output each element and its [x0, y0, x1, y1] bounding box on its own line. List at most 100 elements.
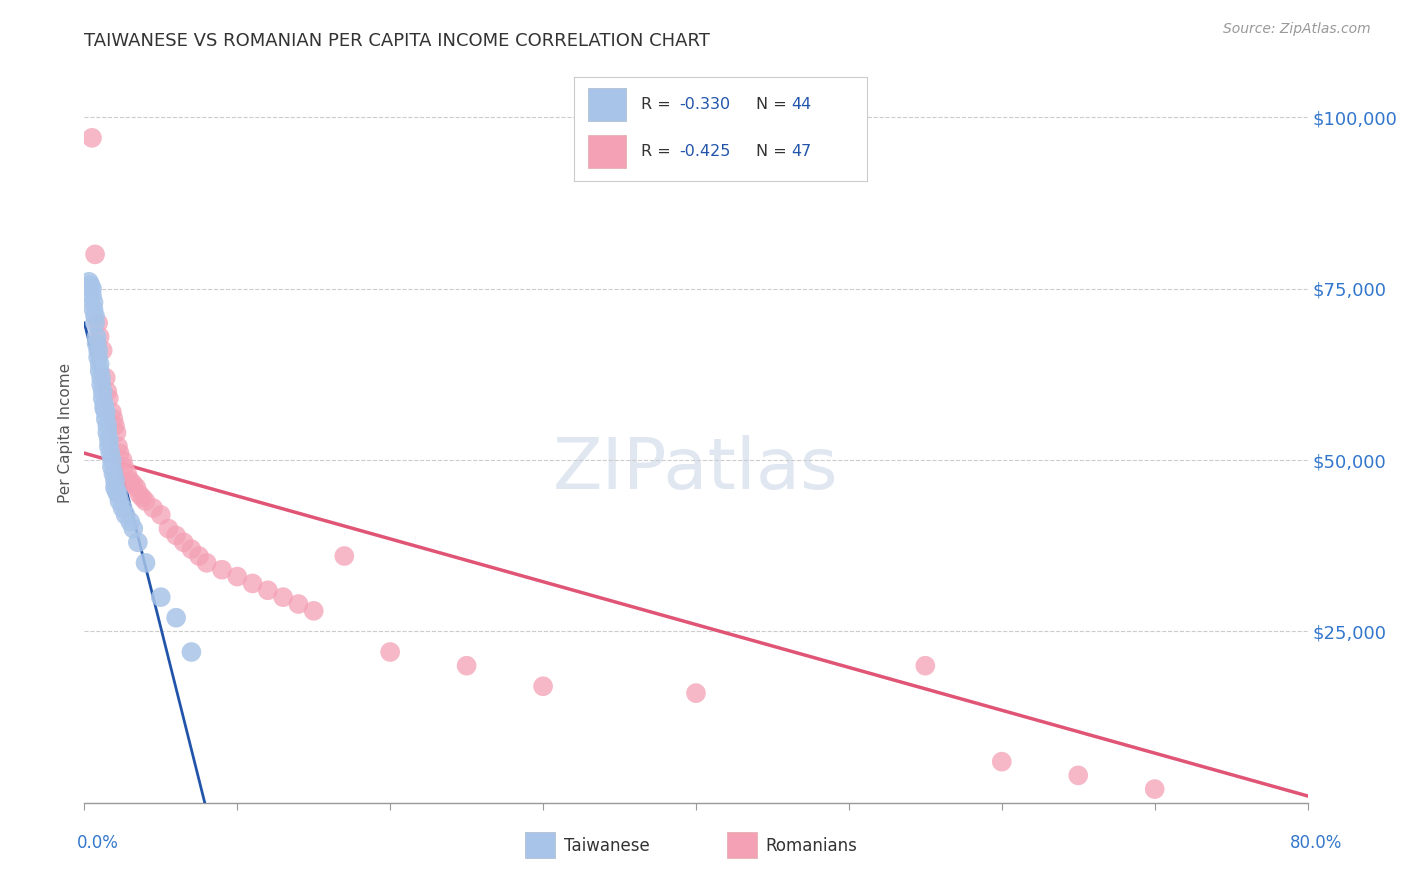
- Point: [104, 480, 127, 494]
- Point: [91, 343, 114, 358]
- Point: [87, 343, 110, 358]
- Point: [914, 658, 936, 673]
- Point: [80, 282, 103, 296]
- Point: [101, 459, 124, 474]
- Point: [84, 247, 107, 261]
- Point: [115, 467, 138, 481]
- Text: 80.0%: 80.0%: [1291, 834, 1343, 852]
- Point: [333, 549, 356, 563]
- Point: [101, 453, 124, 467]
- Point: [122, 522, 145, 536]
- Point: [226, 569, 249, 583]
- Text: Romanians: Romanians: [766, 837, 858, 855]
- Point: [131, 491, 153, 505]
- Point: [105, 425, 128, 440]
- Text: Taiwanese: Taiwanese: [564, 837, 650, 855]
- Text: ZIPatlas: ZIPatlas: [553, 435, 839, 504]
- Point: [90, 377, 112, 392]
- Point: [104, 418, 127, 433]
- Point: [91, 392, 114, 406]
- Point: [98, 446, 121, 460]
- Point: [84, 309, 107, 323]
- Point: [104, 474, 127, 488]
- Point: [93, 401, 115, 416]
- Point: [149, 508, 172, 522]
- Point: [173, 535, 195, 549]
- Point: [83, 302, 105, 317]
- Point: [87, 316, 110, 330]
- Point: [157, 522, 180, 536]
- Point: [991, 755, 1014, 769]
- Point: [108, 494, 131, 508]
- Point: [86, 336, 108, 351]
- Bar: [727, 832, 758, 858]
- Bar: [524, 832, 555, 858]
- Point: [89, 329, 111, 343]
- Point: [531, 679, 554, 693]
- Point: [77, 275, 100, 289]
- Point: [87, 350, 110, 364]
- Point: [142, 501, 165, 516]
- Point: [103, 412, 125, 426]
- Point: [105, 483, 128, 498]
- Point: [195, 556, 218, 570]
- Text: 0.0%: 0.0%: [77, 834, 120, 852]
- Point: [96, 425, 118, 440]
- Point: [94, 412, 117, 426]
- Point: [91, 384, 114, 399]
- Point: [127, 535, 149, 549]
- Text: TAIWANESE VS ROMANIAN PER CAPITA INCOME CORRELATION CHART: TAIWANESE VS ROMANIAN PER CAPITA INCOME …: [84, 32, 710, 50]
- Point: [302, 604, 325, 618]
- Point: [107, 439, 129, 453]
- Point: [180, 645, 202, 659]
- Point: [89, 357, 111, 371]
- Point: [257, 583, 280, 598]
- Point: [93, 398, 115, 412]
- Point: [94, 405, 117, 419]
- Point: [120, 474, 142, 488]
- Y-axis label: Per Capita Income: Per Capita Income: [58, 362, 73, 503]
- Point: [97, 433, 120, 447]
- Point: [180, 542, 202, 557]
- Point: [90, 371, 112, 385]
- Point: [135, 494, 157, 508]
- Point: [128, 487, 150, 501]
- Point: [96, 384, 118, 399]
- Point: [97, 392, 120, 406]
- Point: [456, 658, 478, 673]
- Point: [149, 590, 172, 604]
- Point: [94, 371, 117, 385]
- Point: [80, 288, 103, 302]
- Point: [188, 549, 211, 563]
- Point: [1067, 768, 1090, 782]
- Point: [271, 590, 294, 604]
- Point: [165, 610, 187, 624]
- Point: [83, 295, 105, 310]
- Point: [211, 563, 233, 577]
- Point: [242, 576, 264, 591]
- Point: [96, 418, 118, 433]
- Point: [135, 556, 157, 570]
- Point: [685, 686, 707, 700]
- Point: [97, 439, 120, 453]
- Point: [80, 131, 103, 145]
- Point: [89, 364, 111, 378]
- Point: [112, 459, 135, 474]
- Point: [122, 477, 145, 491]
- Point: [101, 405, 124, 419]
- Point: [79, 278, 101, 293]
- Point: [107, 487, 129, 501]
- Point: [1143, 782, 1166, 797]
- Point: [111, 501, 134, 516]
- Point: [380, 645, 402, 659]
- Point: [125, 480, 148, 494]
- Point: [103, 467, 125, 481]
- Text: Source: ZipAtlas.com: Source: ZipAtlas.com: [1223, 22, 1371, 37]
- Point: [165, 528, 187, 542]
- Point: [84, 316, 107, 330]
- Point: [86, 329, 108, 343]
- Point: [108, 446, 131, 460]
- Point: [114, 508, 136, 522]
- Point: [287, 597, 309, 611]
- Point: [120, 515, 142, 529]
